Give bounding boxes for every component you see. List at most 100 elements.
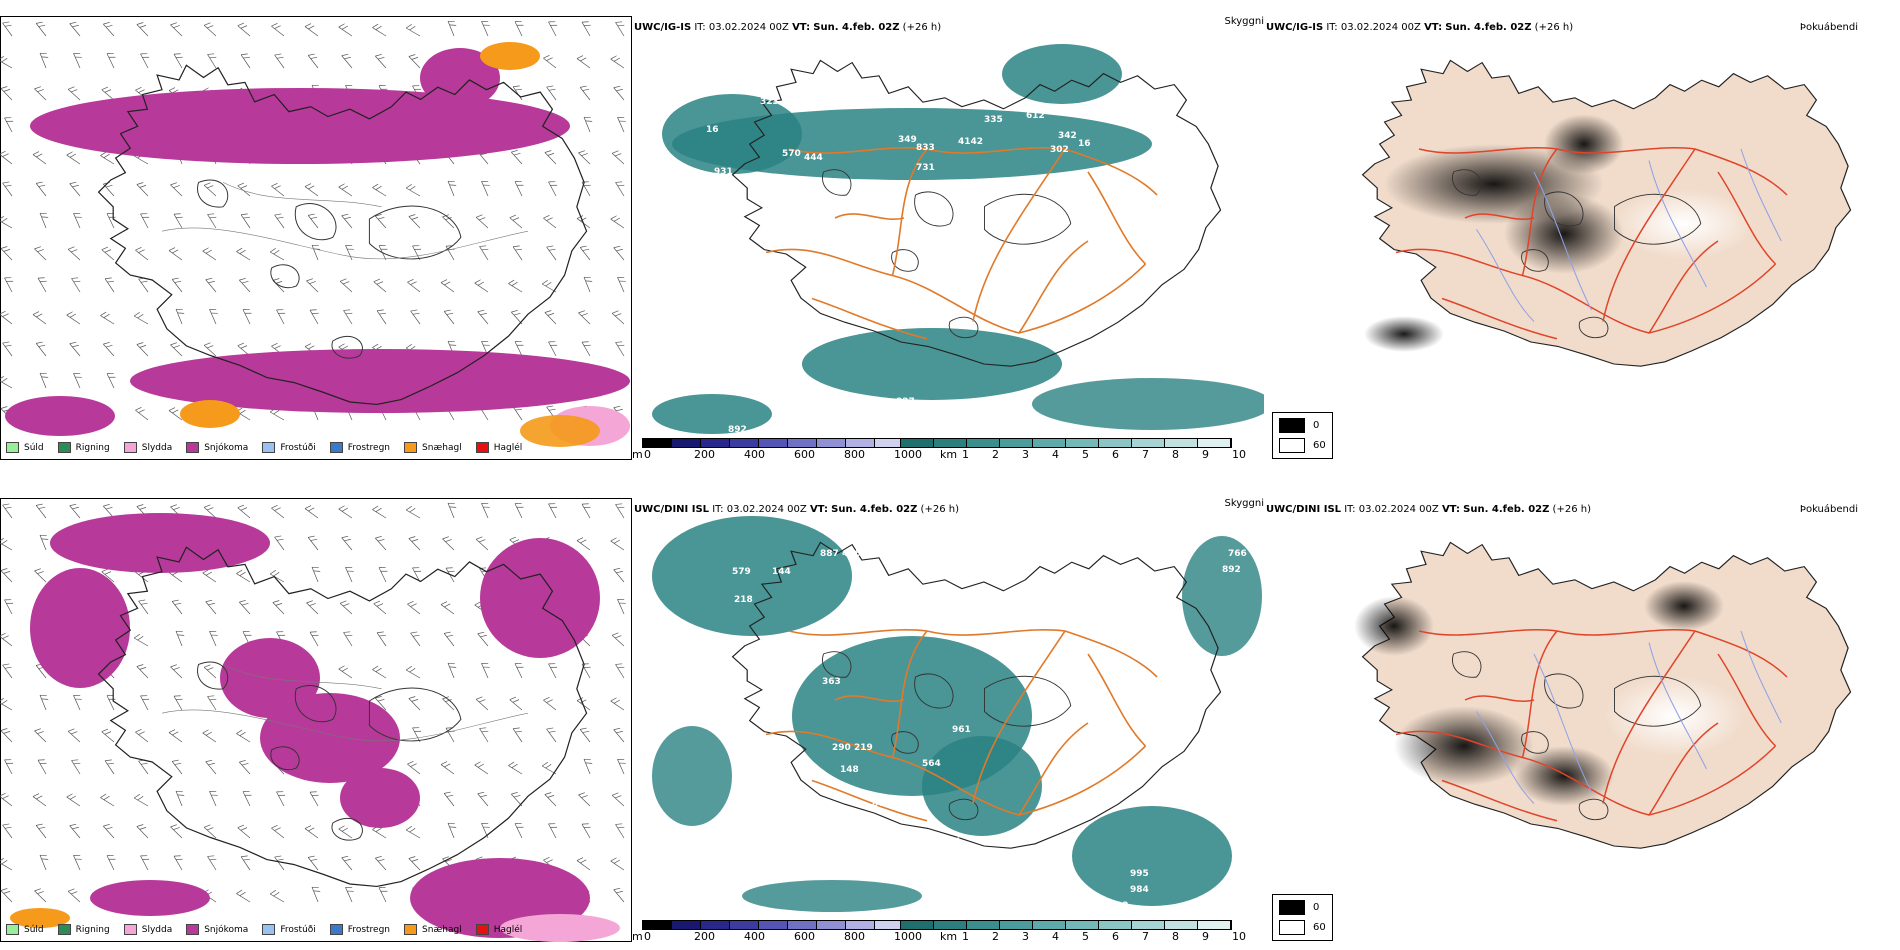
legend-label: Frostregn <box>347 442 391 453</box>
legend-item: Rigning <box>57 924 110 935</box>
colorbar-cell <box>1000 921 1033 929</box>
vis-tick: 8 <box>1172 930 1179 943</box>
legend-item: Frostregn <box>329 442 391 453</box>
colorbar-cell <box>1000 439 1033 447</box>
legend-swatch <box>329 924 343 935</box>
cloud-tick: 1000 <box>894 448 922 461</box>
cloud-base-label: 47 <box>937 861 950 871</box>
it-label: IT: <box>694 22 706 33</box>
colorbar-cell <box>817 921 846 929</box>
colorbar-cell <box>901 439 934 447</box>
legend-item: Rigning <box>57 442 110 453</box>
vt-label: VT: <box>809 504 828 515</box>
fog-legend-swatch <box>1279 900 1305 915</box>
legend-label: Súld <box>24 442 44 453</box>
legend-label: Snæhagl <box>422 442 462 453</box>
legend-swatch <box>186 442 200 453</box>
cloud-base-label: 349 <box>898 135 917 145</box>
legend-label: Haglél <box>493 442 523 453</box>
colorbar-cell <box>730 921 759 929</box>
legend-label: Frostregn <box>347 924 391 935</box>
legend-item: Súld <box>6 442 44 453</box>
cloud-base-label: 290 <box>832 743 851 753</box>
legend-item: Snjókoma <box>186 442 248 453</box>
vt-label: VT: <box>792 22 811 33</box>
cloud-base-label: 743 <box>1064 105 1083 115</box>
panel-title: Skyggni <box>1224 16 1264 27</box>
vt-value: Sun. 4.feb. 02Z <box>1445 22 1532 33</box>
fog-legend-item: 60 <box>1279 438 1326 453</box>
panel-header: UWC/DINI ISL IT: 03.02.2024 00Z VT: Sun.… <box>1266 504 1591 516</box>
panel-title: Þokuábendi <box>1799 22 1858 33</box>
cloud-tick: 200 <box>694 930 715 943</box>
colorbar-cell <box>759 439 788 447</box>
lead-time: (+26 h) <box>1552 504 1591 515</box>
colorbar-cell <box>817 439 846 447</box>
fog-map <box>1361 59 1852 367</box>
fog-panel-bottom: UWC/DINI ISL IT: 03.02.2024 00Z VT: Sun.… <box>1264 494 1900 946</box>
model-name: UWC/IG-IS <box>634 22 692 33</box>
legend-swatch <box>262 924 276 935</box>
vt-value: Sun. 4.feb. 02Z <box>1463 504 1550 515</box>
cloud-tick: 600 <box>794 930 815 943</box>
colorbar-cell <box>901 921 934 929</box>
legend-label: Frostúði <box>280 924 316 935</box>
legend-item: Haglél <box>475 924 522 935</box>
it-value: 03.02.2024 00Z <box>726 504 807 515</box>
vis-tick: 6 <box>1112 930 1119 943</box>
legend-item: Frostúði <box>262 924 316 935</box>
colorbar-cell <box>1132 921 1165 929</box>
cloud-base-label: 148 <box>840 765 859 775</box>
lead-time: (+26 h) <box>1534 22 1574 33</box>
legend-label: Snjókoma <box>204 442 249 453</box>
colorbar-cell <box>788 921 817 929</box>
cloud-tick: 200 <box>694 448 715 461</box>
precip-legend: Súld Rigning Slydda Snjókoma Frostúði Frostre… <box>6 442 536 453</box>
panel-header: UWC/IG-IS IT: 03.02.2024 00Z VT: Sun. 4.… <box>634 22 941 34</box>
visibility-panel-bottom: UWC/DINI ISL IT: 03.02.2024 00Z VT: Sun.… <box>632 494 1264 946</box>
cloud-base-label: 218 <box>734 595 753 605</box>
fog-legend-swatch <box>1279 418 1305 433</box>
precip-panel-top: UWC/IG-IS IT: 03.02.2024 00Z VT: Sun. 4.… <box>0 12 632 464</box>
cloud-base-label: 92 <box>1116 901 1129 911</box>
precip-legend: Súld Rigning Slydda Snjókoma Frostúði Frostre… <box>6 924 536 935</box>
model-name: UWC/DINI ISL <box>1266 504 1342 515</box>
legend-label: Rigning <box>75 924 110 935</box>
fog-legend-item: 0 <box>1279 900 1326 915</box>
vis-tick: 3 <box>1022 930 1029 943</box>
vis-tick: 2 <box>992 930 999 943</box>
vis-tick: 9 <box>1202 930 1209 943</box>
colorbar-cell <box>967 921 1000 929</box>
legend-label: Slydda <box>141 442 173 453</box>
vis-tick: 8 <box>1172 448 1179 461</box>
legend-item: Slydda <box>123 924 172 935</box>
legend-swatch <box>57 924 71 935</box>
colorbar-cell <box>701 439 730 447</box>
cloud-base-label: 16 <box>1078 139 1091 149</box>
colorbar-cell <box>643 439 672 447</box>
colorbar-cell <box>1033 921 1066 929</box>
it-label: IT: <box>1344 504 1356 515</box>
panel-title: Skyggni <box>1224 498 1264 509</box>
cloud-base-label: 787 <box>922 401 941 411</box>
legend-swatch <box>6 442 19 453</box>
fog-legend-item: 60 <box>1279 920 1326 935</box>
precip-map <box>0 16 632 460</box>
colorbar-cell <box>759 921 788 929</box>
cloud-tick: 1000 <box>894 930 922 943</box>
colorbar-cell <box>1099 439 1132 447</box>
fog-legend-swatch <box>1279 920 1305 935</box>
vis-tick: 1 <box>962 448 969 461</box>
cloud-base-label: 892 <box>728 425 747 434</box>
cloud-base-label: 984 <box>1130 885 1149 895</box>
cloud-tick: 0 <box>644 448 651 461</box>
colorbar-cell <box>846 439 875 447</box>
colorbar-cell <box>1198 921 1231 929</box>
cloud-base-label: 731 <box>916 163 935 173</box>
cloud-base-label: 323 <box>760 97 779 107</box>
colorbar-cell <box>1033 439 1066 447</box>
colorbar-cell <box>701 921 730 929</box>
colorbar-cell <box>730 439 759 447</box>
legend-item: Snæhagl <box>404 442 462 453</box>
cloud-base-label: 562 <box>1040 827 1059 837</box>
